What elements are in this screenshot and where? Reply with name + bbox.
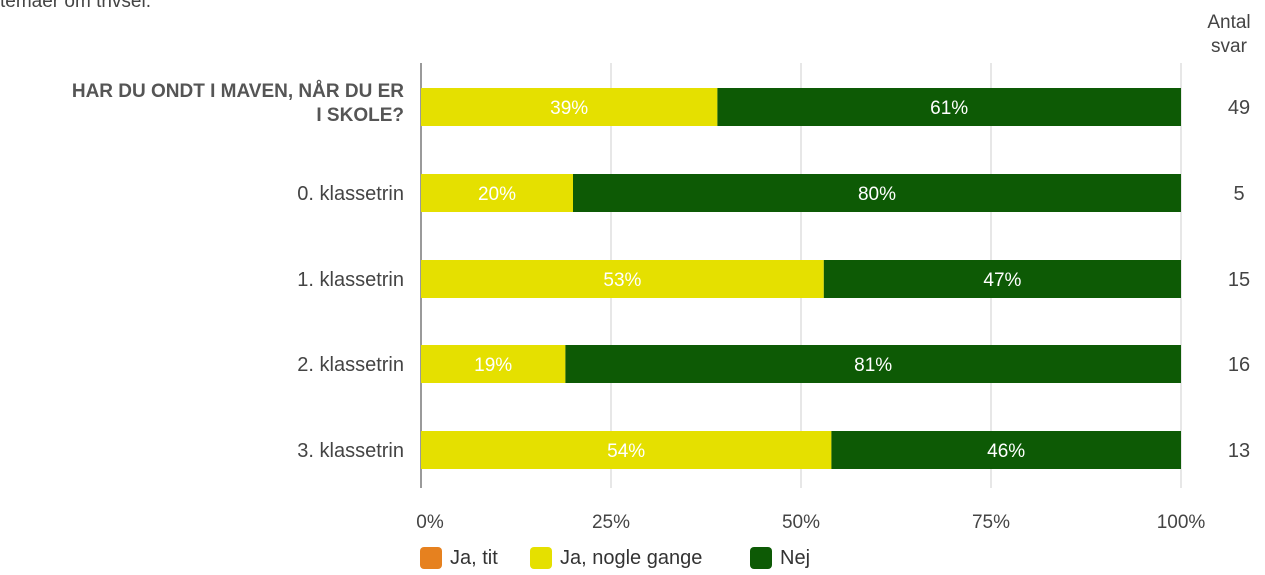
legend-item: Ja, tit (420, 545, 498, 571)
legend-swatch (420, 547, 442, 569)
count-value: 5 (1233, 183, 1244, 205)
count-value: 13 (1228, 440, 1250, 462)
category-label: 3. klassetrin (297, 440, 404, 462)
data-label: 81% (854, 355, 892, 376)
bar-segment (421, 174, 573, 212)
header-fragment: temaer om trivsel. (0, 0, 151, 12)
data-label: 20% (478, 184, 516, 205)
bar-segment (823, 260, 1181, 298)
data-label: 54% (607, 441, 645, 462)
data-label: 39% (550, 98, 588, 119)
legend-label: Nej (780, 546, 811, 569)
data-label: 47% (983, 270, 1021, 291)
data-label: 46% (987, 441, 1025, 462)
bar-segment (573, 174, 1181, 212)
category-label: 2. klassetrin (297, 354, 404, 376)
category-label: 0. klassetrin (297, 183, 404, 205)
data-label: 53% (603, 270, 641, 291)
data-label: 19% (474, 355, 512, 376)
bar-segment (421, 260, 824, 298)
legend-item: Ja, nogle gange (530, 545, 702, 571)
legend-label: Ja, tit (450, 546, 498, 569)
category-label: HAR DU ONDT I MAVEN, NÅR DU ER I SKOLE? (72, 81, 404, 126)
count-value: 15 (1228, 269, 1250, 291)
labels: 0% 25% 50% 75% 100% Antal svar HAR DU ONDT I MA… (72, 12, 1251, 533)
data-label: 80% (858, 184, 896, 205)
bar-segment (565, 345, 1181, 383)
count-header: Antal svar (1207, 12, 1250, 57)
legend-item: Nej (750, 545, 810, 571)
bar-segment (421, 345, 566, 383)
data-label: 61% (930, 98, 968, 119)
legend-swatch (750, 547, 772, 569)
legend: Ja, tit Ja, nogle gange Nej (0, 545, 1265, 575)
legend-label: Ja, nogle gange (560, 546, 703, 569)
bars (421, 88, 1181, 469)
category-label: 1. klassetrin (297, 269, 404, 291)
legend-swatch (530, 547, 552, 569)
bar-segment (421, 431, 832, 469)
x-tick-label: 75% (972, 512, 1010, 533)
count-value: 49 (1228, 97, 1250, 119)
x-tick-label: 50% (782, 512, 820, 533)
x-tick-label: 0% (416, 512, 444, 533)
bar-segment (831, 431, 1181, 469)
bar-segment (717, 88, 1181, 126)
x-tick-label: 25% (592, 512, 630, 533)
x-tick-label: 100% (1157, 512, 1206, 533)
count-value: 16 (1228, 354, 1250, 376)
bar-segment (421, 88, 718, 126)
